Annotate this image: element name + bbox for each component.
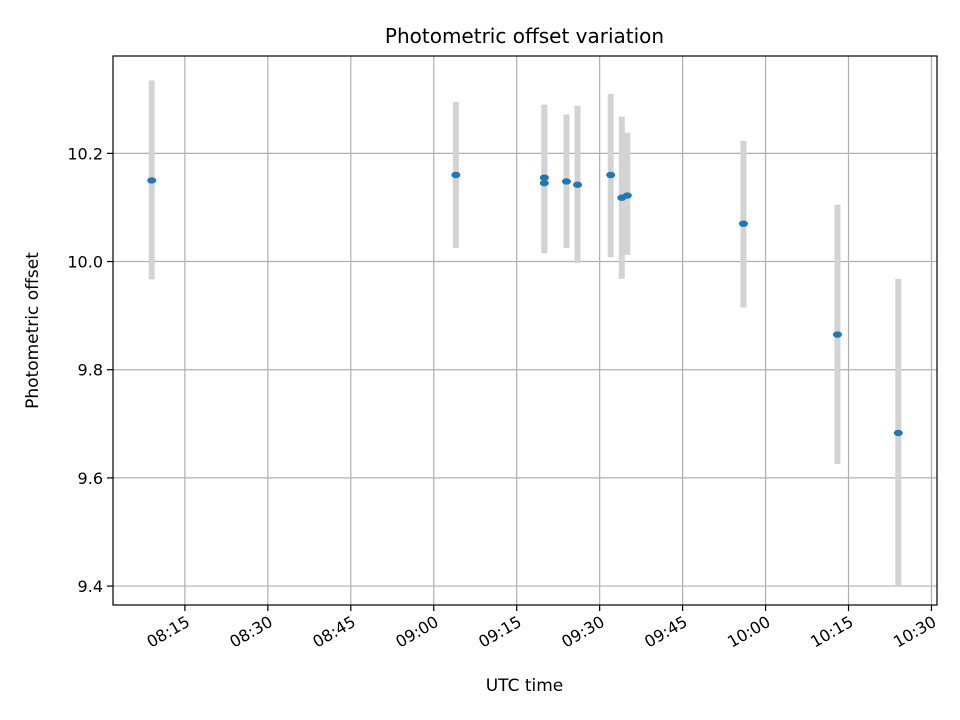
x-tick-label: 09:15 (475, 612, 524, 652)
data-point (738, 220, 748, 227)
y-tick-label: 10.0 (67, 253, 103, 272)
x-tick-label: 10:00 (724, 612, 773, 652)
y-tick-label: 9.4 (78, 577, 103, 596)
y-axis-title: Photometric offset (23, 252, 43, 409)
plot-area-frame (112, 55, 938, 606)
x-tick-label: 10:30 (890, 612, 939, 652)
data-point (561, 178, 571, 185)
y-tick-label: 10.2 (67, 144, 103, 163)
data-point (893, 429, 903, 437)
x-tick-label: 08:45 (309, 612, 358, 652)
x-axis-ticks: 08:15 08:30 08:45 09:00 09:15 09:30 09:45 10:00… (143, 605, 939, 652)
y-tick-label: 9.6 (78, 469, 103, 488)
x-tick-label: 08:15 (143, 612, 192, 652)
x-tick-label: 09:00 (392, 612, 441, 652)
x-tick-label: 10:15 (807, 612, 856, 652)
data-point (451, 171, 461, 179)
data-point (832, 331, 842, 338)
data-point (147, 177, 157, 184)
data-point (539, 179, 549, 187)
error-bars (148, 80, 902, 587)
x-axis-title: UTC time (486, 676, 564, 696)
x-tick-label: 08:30 (226, 612, 275, 652)
grid (113, 56, 937, 605)
y-tick-label: 9.8 (78, 361, 103, 380)
data-point (573, 181, 583, 188)
data-points (147, 171, 903, 437)
x-tick-label: 09:45 (641, 612, 690, 652)
data-point (622, 192, 632, 199)
data-point (539, 174, 549, 181)
y-axis-ticks: 9.4 9.6 9.8 10.0 10.2 (67, 144, 113, 596)
x-tick-label: 09:30 (558, 612, 607, 652)
chart-title: Photometric offset variation (385, 24, 664, 48)
data-point (606, 171, 616, 179)
